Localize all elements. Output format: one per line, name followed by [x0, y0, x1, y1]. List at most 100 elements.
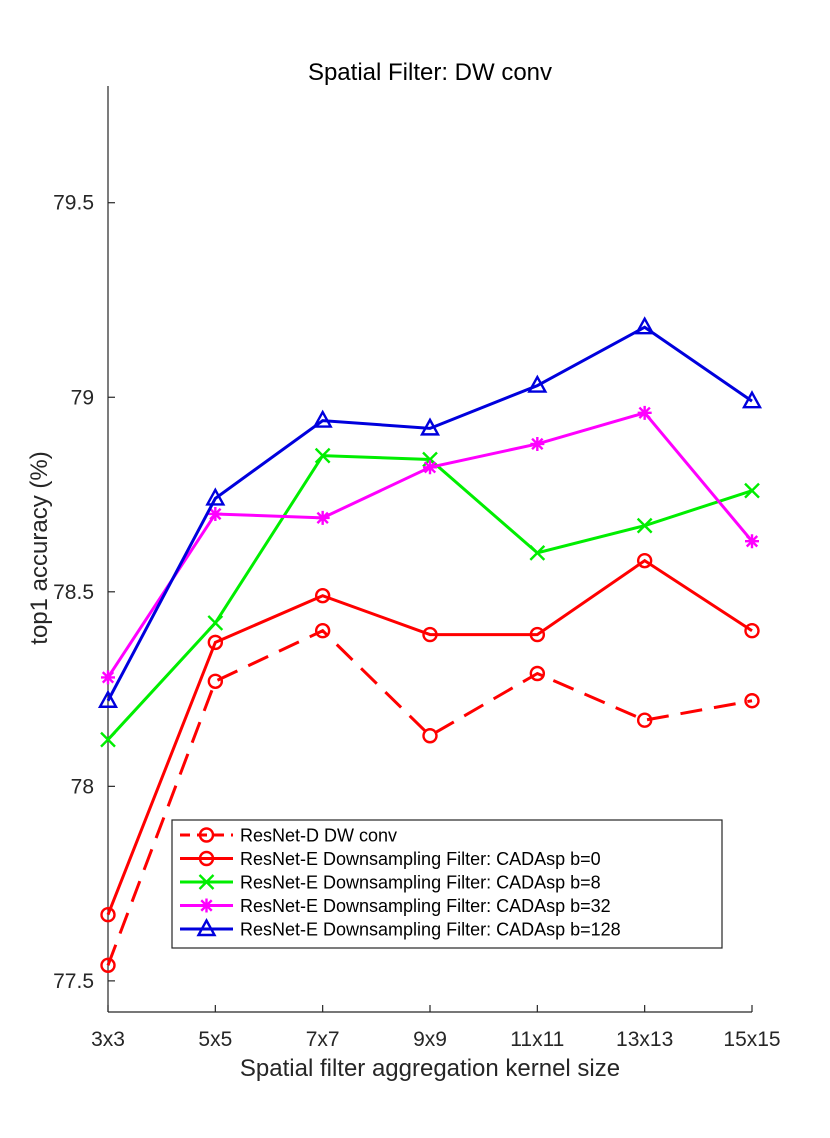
data-point-shape — [207, 634, 224, 651]
data-point-shape — [314, 447, 331, 464]
series-4 — [97, 316, 763, 708]
x-tick-label: 3x3 — [91, 1028, 125, 1051]
data-point-shape — [101, 670, 115, 685]
y-tick-label: 79.5 — [53, 192, 94, 215]
x-tick-label: 11x11 — [510, 1028, 564, 1051]
x-axis-label: Spatial filter aggregation kernel size — [240, 1055, 620, 1082]
data-point — [101, 670, 115, 685]
data-point — [315, 510, 330, 525]
data-point-shape — [205, 487, 226, 506]
data-point — [744, 693, 760, 709]
data-point-shape — [207, 615, 224, 631]
y-axis-label: top1 accuracy (%) — [26, 451, 53, 644]
series-2 — [100, 447, 760, 748]
legend-label: ResNet-E Downsampling Filter: CADAsp b=1… — [240, 920, 621, 940]
data-point-shape — [527, 374, 548, 393]
legend-marker-shape — [196, 918, 217, 937]
data-point-shape — [529, 626, 546, 643]
data-point-shape — [744, 482, 760, 499]
series-1 — [100, 552, 760, 923]
data-point — [207, 615, 224, 631]
data-point — [637, 405, 652, 420]
data-point — [100, 907, 116, 923]
y-tick-label: 78.5 — [53, 581, 94, 604]
data-point — [529, 626, 546, 643]
data-point — [207, 673, 224, 689]
data-point — [744, 482, 760, 499]
data-point-shape — [422, 728, 438, 744]
data-point — [636, 552, 653, 569]
legend-marker — [198, 850, 215, 867]
data-point-shape — [634, 316, 655, 335]
data-point-shape — [636, 517, 653, 534]
data-point — [744, 623, 760, 639]
data-point-shape — [314, 623, 331, 639]
data-point — [745, 534, 759, 549]
data-point — [100, 731, 116, 748]
legend-marker — [198, 827, 215, 843]
legend-marker-shape — [198, 827, 215, 843]
legend-box — [171, 819, 723, 949]
data-point — [314, 447, 331, 464]
data-point-shape — [207, 673, 224, 689]
legend-marker — [196, 918, 217, 937]
data-point — [636, 517, 653, 534]
y-tick-label: 79 — [71, 386, 94, 409]
data-point — [419, 417, 441, 436]
data-point-shape — [314, 587, 331, 604]
legend-marker — [198, 874, 215, 890]
data-point-shape — [312, 409, 333, 428]
legend-label: ResNet-D DW conv — [240, 826, 397, 846]
axes: 77.5 78 78.5 79 79.5 3x3 5x5 7x7 9x9 11x11 13x13 15… — [53, 86, 781, 1051]
data-point-shape — [419, 417, 441, 436]
legend-marker-shape — [198, 850, 215, 867]
legend-marker — [199, 898, 214, 913]
data-point-shape — [745, 534, 759, 549]
data-point — [636, 712, 653, 728]
data-point-shape — [208, 506, 223, 521]
data-point-shape — [97, 689, 119, 708]
x-tick-label: 7x7 — [306, 1028, 340, 1051]
y-tick-label: 77.5 — [53, 970, 94, 993]
data-point-shape — [315, 510, 330, 525]
data-point-shape — [422, 626, 438, 643]
data-point-shape — [636, 712, 653, 728]
series-group — [97, 316, 763, 974]
series-line — [106, 558, 753, 916]
series-0 — [100, 623, 760, 974]
data-point — [208, 506, 223, 521]
x-tick-label: 15x15 — [723, 1028, 780, 1051]
data-point-shape — [530, 436, 545, 451]
legend-label: ResNet-E Downsampling Filter: CADAsp b=0 — [240, 849, 601, 869]
data-point — [314, 587, 331, 604]
series-line — [106, 454, 753, 741]
data-point — [529, 665, 546, 682]
data-point — [423, 460, 437, 475]
legend-marker-shape — [198, 874, 215, 890]
data-point — [529, 545, 546, 561]
data-point-shape — [423, 460, 437, 475]
chart-title: Spatial Filter: DW conv — [308, 59, 552, 86]
legend: ResNet-D DW conv ResNet-E Downsampling Fi… — [171, 819, 723, 949]
data-point — [634, 316, 655, 335]
data-point-shape — [529, 545, 546, 561]
data-point — [741, 390, 763, 409]
series-line — [106, 325, 753, 702]
series-line — [106, 411, 754, 679]
data-point — [530, 436, 545, 451]
x-tick-label: 5x5 — [198, 1028, 232, 1051]
data-point — [97, 689, 119, 708]
data-point — [100, 957, 116, 974]
data-point-shape — [100, 731, 116, 748]
legend-label: ResNet-E Downsampling Filter: CADAsp b=8 — [240, 873, 601, 893]
data-point — [422, 626, 438, 643]
data-point — [312, 409, 333, 428]
legend-label: ResNet-E Downsampling Filter: CADAsp b=3… — [240, 896, 611, 916]
data-point-shape — [529, 665, 546, 682]
data-point-shape — [741, 390, 763, 409]
data-point-shape — [637, 405, 652, 420]
data-point-shape — [744, 693, 760, 709]
data-point-shape — [744, 623, 760, 639]
data-point — [314, 623, 331, 639]
